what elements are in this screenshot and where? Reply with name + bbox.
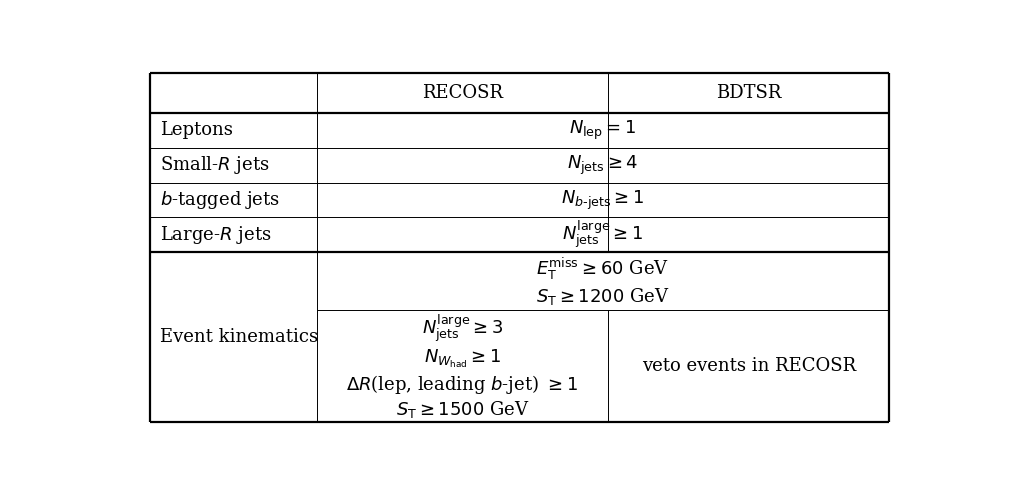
Text: $N_{\rm jets}^{\rm large} \geq 1$: $N_{\rm jets}^{\rm large} \geq 1$: [562, 219, 643, 251]
Text: BDTSR: BDTSR: [716, 84, 782, 102]
Text: $b$-tagged jets: $b$-tagged jets: [160, 189, 280, 211]
Text: $E_{\rm T}^{\rm miss} \geq 60$ GeV
$S_{\rm T} \geq 1200$ GeV: $E_{\rm T}^{\rm miss} \geq 60$ GeV $S_{\…: [536, 256, 669, 307]
Text: RECOSR: RECOSR: [422, 84, 503, 102]
Text: veto events in RECOSR: veto events in RECOSR: [642, 357, 856, 375]
Text: $N_{\rm jets}^{\rm large} \geq 3$
$N_{W_{\rm had}} \geq 1$
$\Delta R$(lep, leadi: $N_{\rm jets}^{\rm large} \geq 3$ $N_{W_…: [347, 312, 578, 420]
Text: Leptons: Leptons: [160, 121, 232, 139]
Text: Large-$R$ jets: Large-$R$ jets: [160, 224, 272, 246]
Text: Event kinematics: Event kinematics: [160, 328, 317, 346]
Text: $N_{b\text{-jets}} \geq 1$: $N_{b\text{-jets}} \geq 1$: [561, 188, 644, 211]
Text: $N_{\rm lep} = 1$: $N_{\rm lep} = 1$: [569, 119, 637, 142]
Text: Small-$R$ jets: Small-$R$ jets: [160, 154, 270, 176]
Text: $N_{\rm jets} \geq 4$: $N_{\rm jets} \geq 4$: [567, 153, 639, 177]
